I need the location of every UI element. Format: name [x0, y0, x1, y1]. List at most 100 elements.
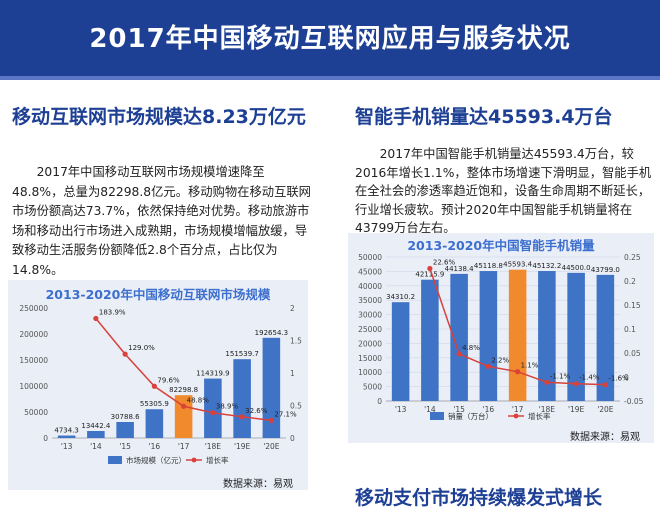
data-source: 数据来源：易观: [570, 432, 640, 443]
y2-tick-label: 0: [624, 373, 629, 382]
bar-value-label: 44138.4: [445, 265, 474, 273]
y-tick-label: 100000: [19, 382, 48, 391]
growth-rate-label: 38.9%: [216, 403, 239, 411]
growth-rate-label: -1.4%: [579, 374, 600, 382]
growth-rate-label: 1.1%: [521, 362, 539, 370]
y2-tick-label: 0.1: [624, 325, 636, 334]
header-banner: 2017年中国移动互联网应用与服务状况: [0, 0, 660, 80]
growth-rate-label: 27.1%: [274, 410, 297, 418]
growth-rate-point: [485, 363, 491, 370]
x-tick-label: '18E: [539, 405, 556, 414]
x-tick-label: '16: [149, 442, 161, 451]
legend-swatch-bars: [430, 412, 444, 420]
x-tick-label: '19E: [568, 405, 585, 414]
mobile-internet-chart-panel: 2013-2020年中国移动互联网市场规模 0 50000 100000 150000…: [8, 280, 308, 490]
bar-value-label: 43799.0: [591, 266, 620, 274]
x-tick-label: '16: [483, 405, 495, 414]
growth-rate-point: [210, 410, 216, 416]
legend-label: 增长率: [206, 455, 229, 465]
y-tick-label: 30000: [358, 311, 382, 320]
bar: [596, 274, 615, 401]
growth-rate-point: [515, 369, 521, 375]
bar-value-label: 34310.2: [386, 293, 415, 301]
right-section-body: 2017年中国智能手机销量达45593.4万台，较2016年增长1.1%，整体市…: [355, 147, 652, 235]
y-tick-label: 50000: [358, 253, 382, 262]
bar-value-label: 4734.3: [54, 427, 79, 435]
bottom-section-heading: 移动支付市场持续爆发式增长: [355, 487, 603, 509]
growth-rate-label: 22.6%: [433, 259, 456, 267]
y2-tick-label: 0: [290, 434, 295, 443]
x-tick-label: '18E: [205, 442, 222, 451]
bar: [391, 302, 410, 401]
legend-label: 市场规模（亿元）: [126, 455, 186, 465]
growth-rate-label: -1.6%: [608, 375, 629, 383]
page-title: 2017年中国移动互联网应用与服务状况: [89, 24, 571, 54]
y-tick-label: 200000: [19, 330, 48, 339]
y2-tick-label: 0.5: [290, 402, 302, 411]
legend-swatch-point: [513, 413, 519, 419]
bar: [116, 421, 134, 438]
growth-rate-point: [268, 417, 274, 423]
growth-rate-point: [427, 265, 433, 272]
y2-tick-label: -0.05: [624, 397, 644, 406]
growth-rate-label: 2.2%: [491, 356, 509, 364]
y-tick-label: 5000: [363, 383, 382, 392]
y2-tick-label: 1.5: [290, 337, 302, 346]
growth-rate-label: 129.0%: [128, 344, 155, 352]
legend-swatch-bars: [108, 456, 122, 464]
y2-tick-label: 0.05: [624, 349, 641, 358]
legend-swatch-point: [191, 457, 197, 463]
growth-rate-label: 183.9%: [99, 308, 126, 316]
growth-rate-label: 79.6%: [157, 376, 180, 384]
y-tick-label: 150000: [19, 356, 48, 365]
x-tick-label: '20E: [597, 405, 614, 414]
x-tick-label: '17: [512, 405, 524, 414]
bar: [567, 272, 585, 401]
x-tick-label: '20E: [263, 442, 280, 451]
y-tick-label: 10000: [358, 368, 382, 377]
y-tick-label: 0: [43, 434, 48, 443]
bar: [233, 359, 251, 438]
bar: [57, 435, 76, 438]
y2-tick-label: 0.15: [624, 301, 641, 310]
data-source: 数据来源：易观: [223, 479, 293, 490]
bar: [479, 271, 498, 401]
chart-title: 2013-2020年中国移动互联网市场规模: [45, 287, 271, 302]
y-tick-label: 40000: [358, 282, 382, 291]
bar-value-label: 44500.0: [562, 264, 591, 272]
bar-value-label: 30788.6: [111, 413, 140, 421]
bar-value-label: 45132.2: [532, 262, 561, 270]
legend-label: 销量（万台）: [448, 411, 493, 421]
growth-rate-label: 48.8%: [187, 396, 210, 404]
growth-rate-label: -1.1%: [550, 372, 571, 380]
x-tick-label: '13: [395, 405, 407, 414]
bar-value-label: 13442.4: [81, 422, 110, 430]
growth-rate-label: 4.8%: [462, 344, 480, 352]
chart-title: 2013-2020年中国智能手机销量: [407, 238, 595, 253]
y2-tick-label: 0.2: [624, 277, 636, 286]
y-tick-label: 15000: [358, 354, 382, 363]
legend-label: 增长率: [528, 411, 551, 421]
bar-value-label: 82298.8: [169, 386, 198, 394]
bar: [421, 279, 439, 401]
smartphone-sales-chart: 0 5000 10000 15000 20000 25000 30000 35000 40000…: [358, 253, 644, 421]
growth-rate-point: [122, 351, 128, 357]
x-tick-label: '17: [178, 442, 190, 451]
bar: [538, 271, 556, 401]
y-tick-label: 50000: [24, 408, 48, 417]
bar: [204, 378, 222, 438]
y-tick-label: 45000: [358, 267, 382, 276]
bar: [262, 337, 281, 438]
x-tick-label: '15: [119, 442, 131, 451]
left-section-body: 2017年中国移动互联网市场规模增速降至48.8%，总量为82298.8亿元。移…: [12, 165, 311, 277]
bar-value-label: 45118.8: [474, 262, 503, 270]
bar-value-label: 42115.9: [415, 271, 444, 279]
smartphone-chart-panel: 2013-2020年中国智能手机销量 0 5000 10000 15000 20000 2…: [348, 233, 654, 443]
growth-rate-point: [573, 381, 579, 387]
bar: [87, 431, 105, 438]
x-tick-label: '14: [90, 442, 102, 451]
growth-rate-point: [602, 382, 608, 388]
y2-tick-label: 2: [290, 304, 295, 313]
mobile-internet-market-chart: 0 50000 100000 150000 200000 250000 0 0.5 1 1.5 2 4…: [19, 304, 302, 465]
y-tick-label: 0: [377, 397, 382, 406]
